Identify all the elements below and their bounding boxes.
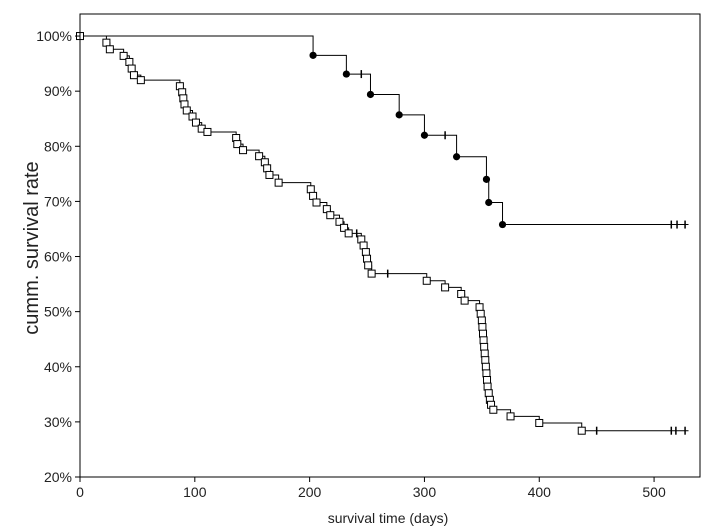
x-tick-label: 500: [642, 484, 666, 500]
event-marker: [367, 269, 376, 278]
y-tick-label: 20%: [44, 469, 72, 485]
event-marker: [119, 51, 128, 60]
event-marker: [127, 64, 136, 73]
y-tick-label: 30%: [44, 414, 72, 430]
event-marker: [361, 248, 370, 257]
event-marker: [239, 146, 248, 155]
plot-frame: [79, 13, 701, 478]
event-marker: [342, 70, 350, 78]
event-marker: [475, 303, 484, 312]
y-tick-label: 70%: [44, 193, 72, 209]
y-tick-label: 60%: [44, 249, 72, 265]
y-tick-label: 50%: [44, 304, 72, 320]
event-marker: [489, 405, 498, 414]
event-marker: [483, 382, 492, 391]
event-marker: [485, 198, 493, 207]
event-marker: [366, 90, 375, 99]
series-2: [76, 32, 689, 435]
x-tick-label: 100: [183, 484, 207, 500]
x-axis-title: survival time (days): [328, 510, 449, 526]
event-marker: [309, 191, 318, 200]
event-marker: [577, 426, 586, 435]
event-marker: [478, 323, 487, 332]
event-marker: [364, 261, 373, 270]
event-marker: [480, 342, 489, 351]
y-axis-title: cumm. survival rate: [21, 161, 43, 334]
survival-curve-line: [80, 35, 689, 226]
event-marker: [265, 170, 274, 179]
event-marker: [309, 51, 317, 59]
event-marker: [344, 229, 353, 238]
event-marker: [191, 118, 200, 127]
event-marker: [136, 76, 145, 85]
event-marker: [484, 389, 493, 398]
event-marker: [233, 140, 242, 149]
x-tick-label: 400: [528, 484, 552, 500]
event-marker: [306, 185, 315, 194]
event-marker: [395, 111, 403, 119]
series-1: [76, 32, 689, 229]
event-marker: [335, 217, 344, 226]
event-marker: [476, 309, 485, 318]
event-marker: [483, 375, 492, 384]
event-marker: [182, 106, 191, 115]
y-tick-label: 80%: [44, 138, 72, 154]
event-marker: [441, 283, 450, 292]
x-tick-label: 300: [413, 484, 437, 500]
event-marker: [274, 178, 283, 187]
event-marker: [203, 127, 212, 136]
event-marker: [460, 296, 469, 305]
event-marker: [125, 57, 134, 66]
axes: 0 100 200 300 400 500 20% 30% 40% 50% 60% 70% 80% 90%…: [36, 13, 701, 500]
survival-curve-line: [80, 35, 689, 432]
event-marker: [263, 164, 272, 173]
event-marker: [102, 38, 111, 47]
event-marker: [482, 175, 491, 183]
event-marker: [481, 356, 490, 365]
event-marker: [105, 45, 114, 54]
event-marker: [535, 418, 544, 427]
y-tick-label: 100%: [36, 28, 72, 44]
event-marker: [359, 241, 368, 250]
x-tick-label: 200: [298, 484, 322, 500]
event-marker: [312, 198, 321, 207]
y-tick-label: 90%: [44, 83, 72, 99]
plot-area: [76, 32, 689, 435]
event-marker: [480, 349, 489, 358]
event-marker: [506, 412, 515, 421]
event-marker: [479, 329, 487, 338]
event-marker: [452, 153, 461, 161]
event-marker: [481, 362, 490, 371]
event-marker: [255, 152, 264, 161]
y-tick-label: 40%: [44, 359, 72, 375]
event-marker: [477, 316, 486, 325]
event-marker: [482, 369, 491, 378]
event-marker: [326, 211, 335, 220]
event-marker: [340, 223, 349, 232]
event-marker: [479, 336, 488, 345]
event-marker: [420, 131, 429, 139]
event-marker: [457, 290, 466, 299]
event-marker: [363, 254, 372, 263]
event-marker: [129, 71, 138, 80]
event-marker: [422, 276, 431, 285]
x-tick-label: 0: [76, 484, 84, 500]
event-marker: [498, 220, 507, 229]
